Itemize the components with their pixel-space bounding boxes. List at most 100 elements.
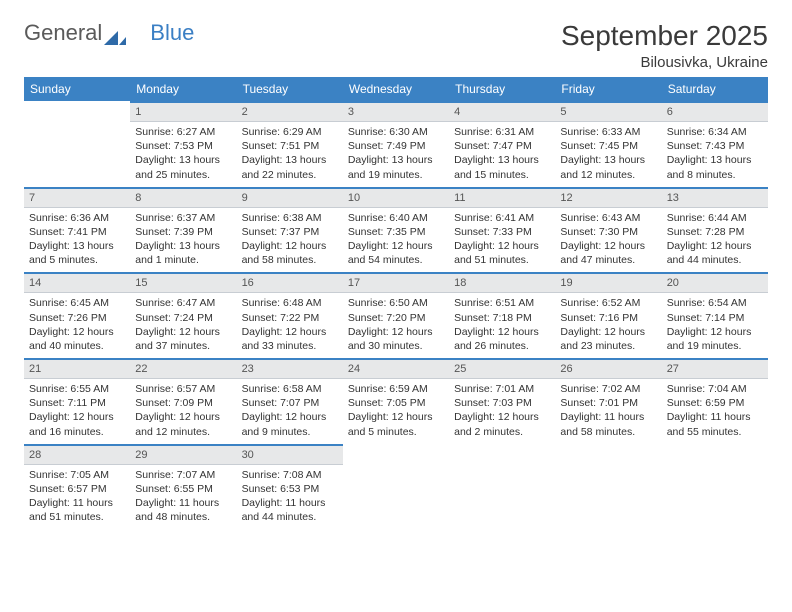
- sunrise-text: Sunrise: 6:59 AM: [348, 382, 444, 396]
- calendar-empty: [24, 101, 130, 187]
- day-number: 10: [343, 187, 449, 208]
- logo-text-general: General: [24, 20, 102, 46]
- sunset-text: Sunset: 7:22 PM: [242, 311, 338, 325]
- day-number: 15: [130, 272, 236, 293]
- day-number: 19: [555, 272, 661, 293]
- calendar-week: 1Sunrise: 6:27 AMSunset: 7:53 PMDaylight…: [24, 101, 768, 187]
- calendar-day: 27Sunrise: 7:04 AMSunset: 6:59 PMDayligh…: [662, 358, 768, 444]
- calendar-day: 3Sunrise: 6:30 AMSunset: 7:49 PMDaylight…: [343, 101, 449, 187]
- sunrise-text: Sunrise: 6:41 AM: [454, 211, 550, 225]
- daylight-text: Daylight: 12 hours and 19 minutes.: [667, 325, 763, 353]
- daylight-text: Daylight: 13 hours and 1 minute.: [135, 239, 231, 267]
- sunrise-text: Sunrise: 6:54 AM: [667, 296, 763, 310]
- day-number: 13: [662, 187, 768, 208]
- day-details: Sunrise: 6:44 AMSunset: 7:28 PMDaylight:…: [662, 208, 768, 273]
- day-header: Saturday: [662, 77, 768, 101]
- day-header: Friday: [555, 77, 661, 101]
- day-header: Wednesday: [343, 77, 449, 101]
- calendar-table: SundayMondayTuesdayWednesdayThursdayFrid…: [24, 77, 768, 529]
- sunset-text: Sunset: 7:24 PM: [135, 311, 231, 325]
- calendar-empty: [662, 444, 768, 530]
- sunset-text: Sunset: 7:51 PM: [242, 139, 338, 153]
- calendar-day: 28Sunrise: 7:05 AMSunset: 6:57 PMDayligh…: [24, 444, 130, 530]
- daylight-text: Daylight: 11 hours and 44 minutes.: [242, 496, 338, 524]
- sunrise-text: Sunrise: 6:33 AM: [560, 125, 656, 139]
- logo-text-blue: Blue: [150, 20, 194, 46]
- day-details: Sunrise: 6:55 AMSunset: 7:11 PMDaylight:…: [24, 379, 130, 444]
- sunset-text: Sunset: 7:30 PM: [560, 225, 656, 239]
- day-number: 16: [237, 272, 343, 293]
- day-details: Sunrise: 7:01 AMSunset: 7:03 PMDaylight:…: [449, 379, 555, 444]
- day-number: 12: [555, 187, 661, 208]
- calendar-day: 25Sunrise: 7:01 AMSunset: 7:03 PMDayligh…: [449, 358, 555, 444]
- day-details: Sunrise: 6:40 AMSunset: 7:35 PMDaylight:…: [343, 208, 449, 273]
- daylight-text: Daylight: 12 hours and 16 minutes.: [29, 410, 125, 438]
- sunrise-text: Sunrise: 6:51 AM: [454, 296, 550, 310]
- sunset-text: Sunset: 7:33 PM: [454, 225, 550, 239]
- sunset-text: Sunset: 7:35 PM: [348, 225, 444, 239]
- daylight-text: Daylight: 12 hours and 51 minutes.: [454, 239, 550, 267]
- day-number: 28: [24, 444, 130, 465]
- sunrise-text: Sunrise: 6:47 AM: [135, 296, 231, 310]
- daylight-text: Daylight: 12 hours and 12 minutes.: [135, 410, 231, 438]
- day-number: 25: [449, 358, 555, 379]
- sunset-text: Sunset: 7:37 PM: [242, 225, 338, 239]
- sunset-text: Sunset: 7:26 PM: [29, 311, 125, 325]
- day-details: Sunrise: 6:48 AMSunset: 7:22 PMDaylight:…: [237, 293, 343, 358]
- day-number: 23: [237, 358, 343, 379]
- daylight-text: Daylight: 13 hours and 15 minutes.: [454, 153, 550, 181]
- daylight-text: Daylight: 12 hours and 37 minutes.: [135, 325, 231, 353]
- calendar-day: 8Sunrise: 6:37 AMSunset: 7:39 PMDaylight…: [130, 187, 236, 273]
- sunrise-text: Sunrise: 6:50 AM: [348, 296, 444, 310]
- sunrise-text: Sunrise: 6:37 AM: [135, 211, 231, 225]
- logo-sail-icon: [104, 25, 126, 41]
- calendar-day: 22Sunrise: 6:57 AMSunset: 7:09 PMDayligh…: [130, 358, 236, 444]
- calendar-week: 14 Sunrise: 6:45 AMSunset: 7:26 PM Dayligh…: [24, 272, 768, 358]
- calendar-day: 12Sunrise: 6:43 AMSunset: 7:30 PMDayligh…: [555, 187, 661, 273]
- sunset-text: Sunset: 7:18 PM: [454, 311, 550, 325]
- calendar-day: 10Sunrise: 6:40 AMSunset: 7:35 PMDayligh…: [343, 187, 449, 273]
- day-header: Sunday: [24, 77, 130, 101]
- day-number: 17: [343, 272, 449, 293]
- sunset-text: Sunset: 7:43 PM: [667, 139, 763, 153]
- calendar-empty: [343, 444, 449, 530]
- calendar-day: 29Sunrise: 7:07 AMSunset: 6:55 PMDayligh…: [130, 444, 236, 530]
- day-number: 2: [237, 101, 343, 122]
- day-details: Sunrise: 6:52 AMSunset: 7:16 PMDaylight:…: [555, 293, 661, 358]
- sunrise-text: Sunrise: 6:34 AM: [667, 125, 763, 139]
- day-header: Monday: [130, 77, 236, 101]
- calendar-week: 7Sunrise: 6:36 AMSunset: 7:41 PMDaylight…: [24, 187, 768, 273]
- day-details: Sunrise: 6:27 AMSunset: 7:53 PMDaylight:…: [130, 122, 236, 187]
- calendar-day: 30Sunrise: 7:08 AMSunset: 6:53 PMDayligh…: [237, 444, 343, 530]
- day-details: Sunrise: 6:34 AMSunset: 7:43 PMDaylight:…: [662, 122, 768, 187]
- calendar-day: 15 Sunrise: 6:47 AMSunset: 7:24 PMDayligh…: [130, 272, 236, 358]
- day-details: Sunrise: 6:38 AMSunset: 7:37 PMDaylight:…: [237, 208, 343, 273]
- daylight-text: Daylight: 12 hours and 58 minutes.: [242, 239, 338, 267]
- sunset-text: Sunset: 7:47 PM: [454, 139, 550, 153]
- calendar-empty: [449, 444, 555, 530]
- calendar-day: 24Sunrise: 6:59 AMSunset: 7:05 PMDayligh…: [343, 358, 449, 444]
- day-number: 14: [24, 272, 130, 293]
- day-number: 5: [555, 101, 661, 122]
- day-details: Sunrise: 7:02 AMSunset: 7:01 PMDaylight:…: [555, 379, 661, 444]
- day-number: 22: [130, 358, 236, 379]
- calendar-day: 14Sunrise: 6:45 AMSunset: 7:26 PMDayligh…: [24, 272, 130, 358]
- day-details: Sunrise: 6:54 AMSunset: 7:14 PMDaylight:…: [662, 293, 768, 358]
- calendar-day: 26Sunrise: 7:02 AMSunset: 7:01 PMDayligh…: [555, 358, 661, 444]
- sunset-text: Sunset: 7:20 PM: [348, 311, 444, 325]
- sunrise-text: Sunrise: 6:45 AM: [29, 296, 125, 310]
- calendar-day: 13Sunrise: 6:44 AMSunset: 7:28 PMDayligh…: [662, 187, 768, 273]
- sunrise-text: Sunrise: 6:36 AM: [29, 211, 125, 225]
- sunset-text: Sunset: 7:53 PM: [135, 139, 231, 153]
- calendar-day: 9Sunrise: 6:38 AMSunset: 7:37 PMDaylight…: [237, 187, 343, 273]
- day-details: Sunrise: 6:29 AMSunset: 7:51 PMDaylight:…: [237, 122, 343, 187]
- sunset-text: Sunset: 7:07 PM: [242, 396, 338, 410]
- calendar-day: 5Sunrise: 6:33 AMSunset: 7:45 PMDaylight…: [555, 101, 661, 187]
- calendar-day: 11Sunrise: 6:41 AMSunset: 7:33 PMDayligh…: [449, 187, 555, 273]
- sunrise-text: Sunrise: 6:38 AM: [242, 211, 338, 225]
- sunset-text: Sunset: 6:57 PM: [29, 482, 125, 496]
- day-details: Sunrise: 6:50 AMSunset: 7:20 PMDaylight:…: [343, 293, 449, 358]
- day-number: 8: [130, 187, 236, 208]
- day-number: 4: [449, 101, 555, 122]
- daylight-text: Daylight: 12 hours and 54 minutes.: [348, 239, 444, 267]
